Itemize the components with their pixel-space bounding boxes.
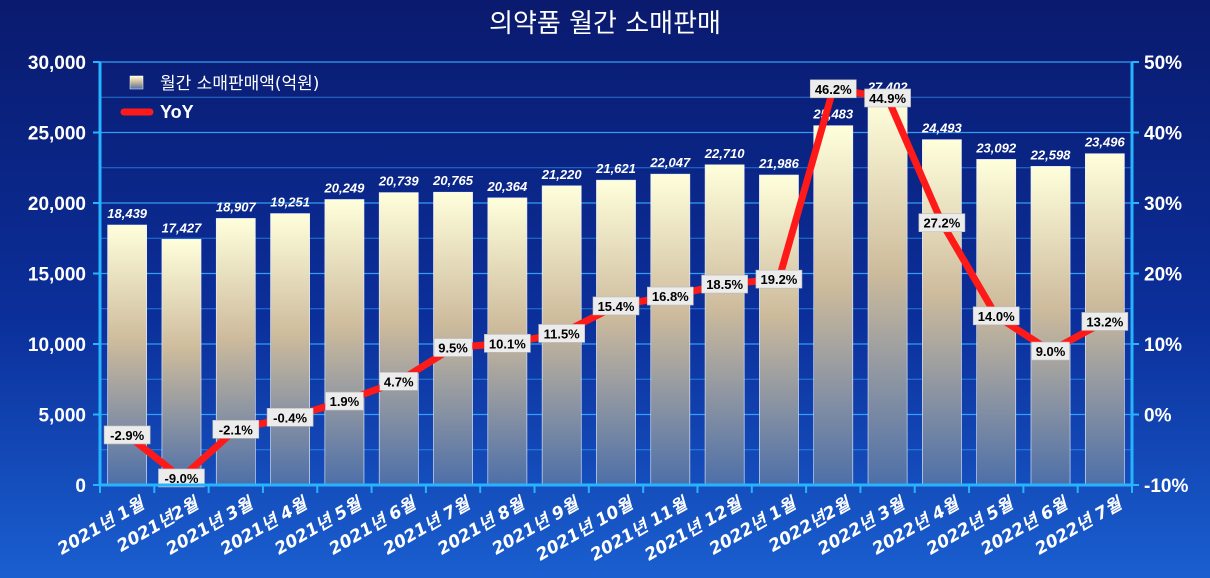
bar-value-label: 25,483 (812, 107, 854, 122)
bar-value-label: 17,427 (162, 220, 203, 235)
left-tick-label: 15,000 (28, 265, 86, 286)
yoy-value-label: 19.2% (761, 272, 798, 287)
right-tick-label: 0% (1144, 406, 1172, 427)
yoy-label-box (158, 468, 205, 488)
chart-title: 의약품 월간 소매판매 (489, 9, 721, 39)
bar-value-label: 18,439 (107, 206, 148, 221)
right-tick-label: 20% (1144, 265, 1182, 286)
yoy-value-label: 15.4% (598, 299, 635, 314)
bar-value-label: 22,598 (1030, 147, 1072, 162)
bar (1030, 166, 1071, 486)
right-tick-label: -10% (1144, 476, 1188, 497)
bar-value-label: 24,493 (921, 121, 963, 136)
yoy-label-box (1031, 341, 1070, 361)
left-tick-label: 5,000 (38, 406, 86, 427)
bar-value-label: 22,710 (704, 146, 746, 161)
yoy-label-box (918, 213, 966, 233)
yoy-label-box (484, 333, 531, 353)
yoy-label-box (701, 274, 748, 294)
bar-value-label: 23,496 (1084, 135, 1126, 150)
yoy-value-label: 14.0% (978, 309, 1015, 324)
right-tick-label: 40% (1144, 124, 1182, 145)
bar (270, 213, 310, 486)
bar-value-label: 23,092 (975, 140, 1017, 155)
bar-value-label: 21,621 (595, 161, 636, 176)
yoy-value-label: 1.9% (330, 394, 360, 409)
right-tick-label: 30% (1144, 194, 1182, 215)
yoy-label-box (1081, 312, 1129, 331)
yoy-value-label: 27.2% (923, 216, 960, 231)
bar (324, 199, 365, 486)
yoy-value-label: 9.5% (438, 341, 468, 356)
yoy-value-label: 10.1% (489, 336, 526, 351)
bar (813, 125, 854, 486)
legend: 월간 소매판매액(억원) YoY (120, 74, 319, 122)
bar-value-label: 21,986 (758, 156, 800, 171)
bar (161, 238, 202, 486)
yoy-label-box (538, 324, 585, 343)
yoy-value-label: 18.5% (706, 277, 743, 292)
yoy-label-box (266, 408, 314, 427)
bar-value-label: 20,364 (486, 179, 528, 194)
yoy-label-box (103, 425, 151, 445)
yoy-value-label: -0.4% (273, 410, 307, 425)
yoy-value-label: 46.2% (815, 82, 852, 97)
yoy-value-label: 4.7% (384, 374, 414, 389)
yoy-label-box (212, 420, 260, 439)
bar (867, 98, 908, 486)
yoy-value-label: -2.1% (219, 422, 253, 437)
bar (704, 164, 745, 486)
left-tick-label: 0 (75, 476, 86, 497)
legend-label-yoy: YoY (160, 102, 194, 122)
bar-value-label: 20,765 (432, 173, 474, 188)
bar-value-label: 22,047 (649, 155, 691, 170)
bar (650, 173, 691, 486)
bar (596, 179, 636, 486)
yoy-value-label: 11.5% (544, 326, 581, 341)
bar-data-labels: 18,439 17,427 18,907 19,251 20,249 20,739 20,7… (107, 80, 1125, 236)
yoy-label-box (864, 88, 911, 108)
yoy-value-label: 13.2% (1086, 314, 1123, 329)
bar-value-label: 20,739 (378, 174, 420, 189)
yoy-series: -2.9% -9.0% -2.1% -0.4% 1.9% 4.7% 9.5% 10.1% 11.… (103, 79, 1129, 488)
bar-value-label: 21,220 (541, 167, 583, 182)
yoy-label-box (755, 269, 803, 289)
bar (378, 192, 419, 486)
bar-value-label: 19,251 (270, 195, 310, 210)
yoy-label-box (647, 286, 694, 306)
yoy-label-box (809, 79, 857, 99)
yoy-label-box (325, 391, 364, 411)
yoy-label-box (433, 338, 473, 357)
left-tick-label: 20,000 (28, 194, 86, 215)
yoy-value-label: 9.0% (1036, 344, 1066, 359)
yoy-value-label: -2.9% (110, 428, 144, 443)
left-tick-label: 25,000 (28, 124, 86, 145)
yoy-value-label: -9.0% (164, 471, 198, 486)
yoy-value-label: 44.9% (869, 91, 906, 106)
left-tick-label: 30,000 (28, 53, 86, 74)
bar-value-label: 18,907 (216, 199, 257, 214)
yoy-label-box (592, 296, 640, 316)
left-tick-label: 10,000 (28, 335, 86, 356)
legend-label-bar: 월간 소매판매액(억원) (160, 74, 319, 94)
yoy-label-box (379, 372, 419, 391)
right-tick-label: 10% (1144, 335, 1182, 356)
bar-value-label: 20,249 (324, 180, 366, 195)
right-tick-label: 50% (1144, 53, 1182, 74)
yoy-value-label: 16.8% (652, 289, 689, 304)
legend-swatch-bar (129, 75, 144, 90)
yoy-label-box (972, 306, 1020, 326)
